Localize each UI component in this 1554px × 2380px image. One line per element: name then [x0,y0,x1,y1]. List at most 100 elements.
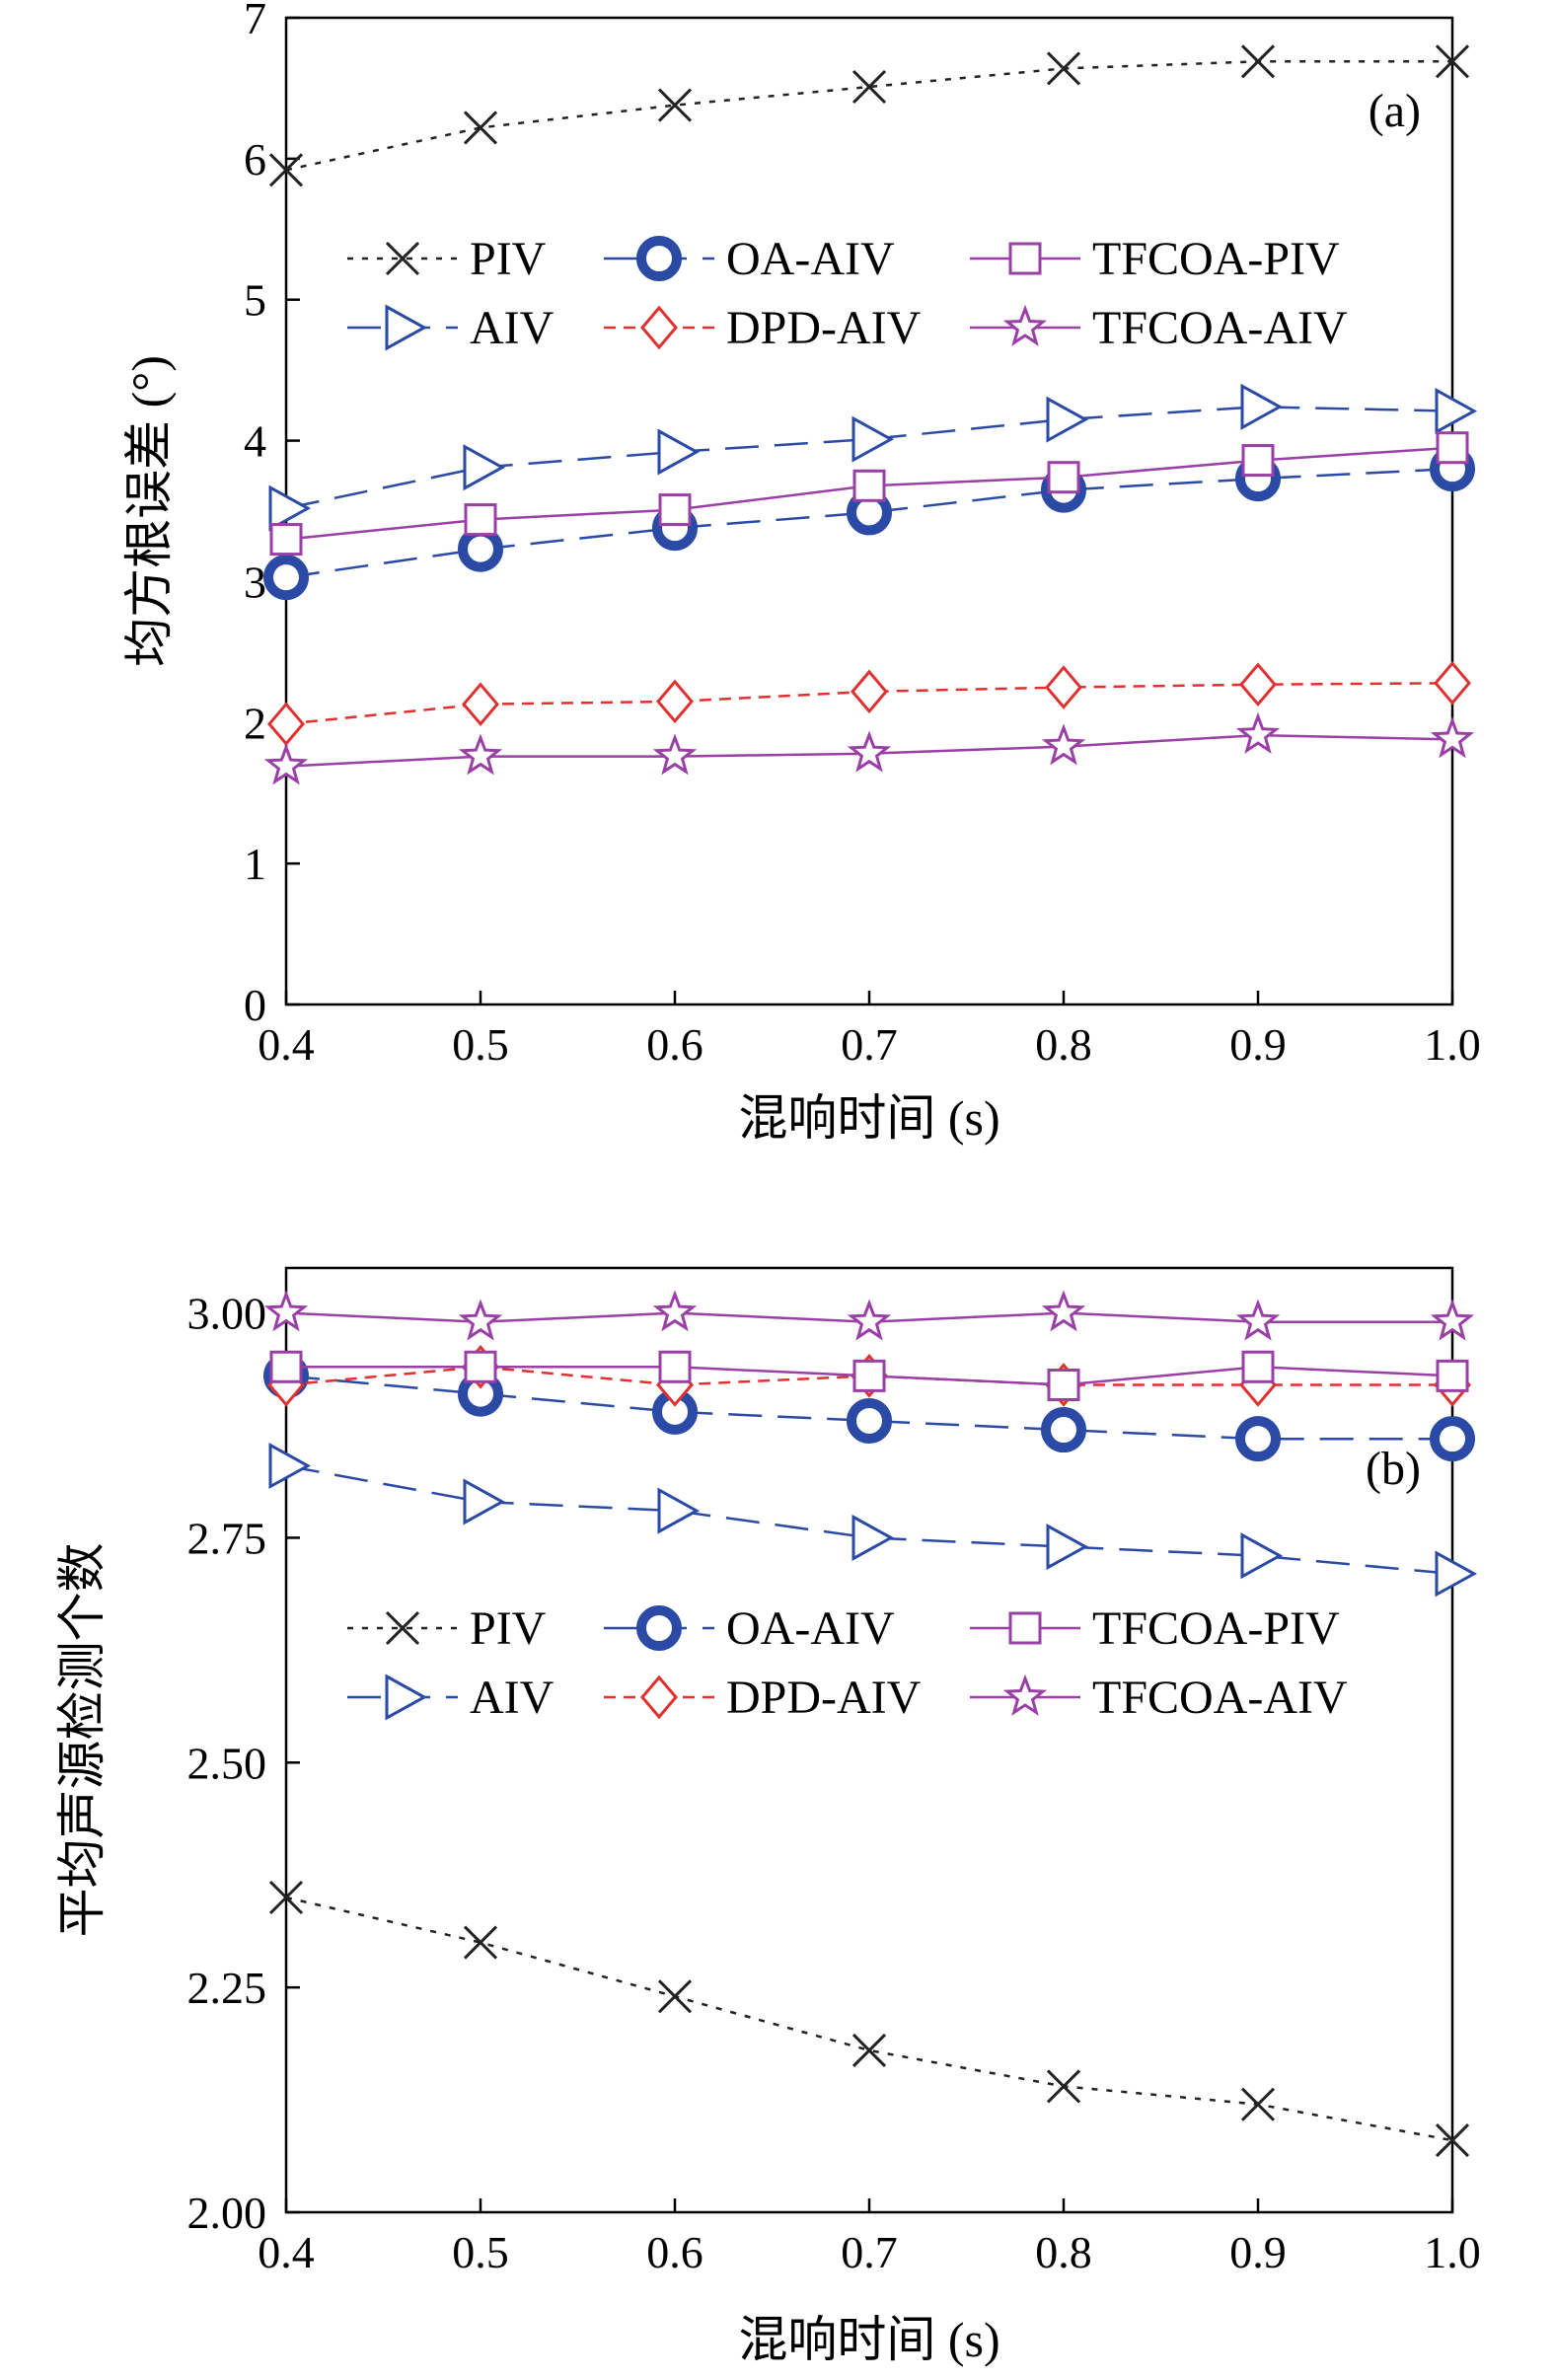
legend-item: OA-AIV [604,1602,895,1655]
data-point [851,415,895,463]
data-point [1240,44,1276,79]
data-point [1239,662,1277,707]
data-point [1436,431,1469,465]
data-point [1430,1299,1475,1341]
x-tick-label: 0.5 [452,2227,509,2277]
y-tick-label: 1 [244,839,266,889]
legend-marker [640,305,678,350]
data-point [1436,1359,1469,1392]
data-point [1235,711,1281,754]
data-point [657,1979,693,2014]
data-point [1241,1350,1275,1383]
data-point [1041,1290,1086,1332]
data-point [463,111,498,145]
legend-item: AIV [347,302,555,354]
data-point [463,444,506,491]
legend-item: DPD-AIV [604,1672,922,1724]
y-axis-title: 平均声源检测个数 [54,1543,110,1938]
legend-item: PIV [347,1602,547,1655]
x-axis-title: 混响时间 (s) [738,2312,999,2367]
series-dpd-aiv [267,660,1471,747]
legend-item: OA-AIV [604,233,895,285]
x-tick-label: 0.9 [1229,2227,1287,2277]
data-point [1041,723,1086,766]
legend-item: TFCOA-PIV [970,1602,1340,1655]
data-point [263,1290,309,1332]
data-point [1041,1407,1086,1453]
data-point [464,503,497,537]
legend-marker [385,1610,420,1646]
y-tick-label: 7 [244,0,266,43]
data-point [851,69,887,105]
y-tick-label: 0 [244,980,266,1030]
data-point [268,1880,304,1915]
data-point [657,428,701,476]
data-point [1435,388,1478,435]
legend-marker [1002,1673,1048,1716]
legend-marker [636,1605,682,1651]
series-line [285,1896,1453,2142]
data-point [464,1350,497,1383]
x-tick-label: 0.6 [646,1019,703,1070]
legend-marker [385,241,420,276]
legend-label: DPD-AIV [726,302,922,354]
y-tick-label: 3.00 [187,1289,267,1339]
data-point [852,469,886,502]
x-tick-label: 0.8 [1035,2227,1092,2277]
data-point [1240,1532,1284,1580]
series-tfcoa-piv [269,1350,1469,1401]
panel-label: (a) [1369,85,1421,137]
data-point [1241,444,1275,478]
data-point [657,88,693,122]
legend-label: OA-AIV [726,1602,895,1655]
legend: PIV AIV OA-AIV DPD-AIV TFCOA-PIV TFCOA-AIV [347,233,1348,354]
series-tfcoa-piv [269,431,1469,557]
data-point [268,484,312,532]
x-tick-label: 0.8 [1035,1019,1092,1070]
data-point [1045,665,1082,709]
data-point [1235,1416,1281,1462]
x-tick-label: 0.4 [258,1019,315,1070]
panel-a: 0.4 0.5 0.6 0.7 0.8 0.9 1.0 0 1 2 3 4 5 6 7 混响时间 (s) 均方根… [121,0,1481,1146]
data-point [852,1359,886,1392]
data-point [1435,44,1470,79]
series-piv [268,44,1470,187]
data-point [463,1478,506,1525]
data-point [656,679,694,724]
legend-item: TFCOA-AIV [970,1672,1348,1724]
legend-label: PIV [470,1602,547,1655]
legend-marker [385,304,428,351]
legend-label: AIV [470,302,555,354]
data-point [269,523,303,557]
legend-marker [640,1674,678,1720]
data-point [657,1487,701,1534]
legend-label: DPD-AIV [726,1672,922,1724]
data-point [1046,51,1081,86]
legend-item: DPD-AIV [604,302,922,354]
legend-marker [1008,242,1042,275]
data-point [1235,1299,1281,1341]
legend-label: PIV [470,233,547,285]
legend-label: TFCOA-PIV [1092,233,1340,285]
x-tick-label: 0.9 [1229,1019,1287,1070]
data-point [263,743,309,785]
data-point [847,730,892,773]
legend-item: AIV [347,1672,555,1724]
data-point [851,669,888,714]
legend-label: TFCOA-AIV [1092,302,1348,354]
legend-label: TFCOA-PIV [1092,1602,1340,1655]
series-piv [268,1880,1470,2158]
x-axis-title: 混响时间 (s) [738,1090,999,1146]
data-point [462,682,499,727]
data-point [458,733,503,776]
legend-marker [636,236,682,281]
data-point [1046,2069,1081,2104]
series-tfcoa-aiv [263,711,1475,785]
legend-marker [1008,1611,1042,1645]
data-point [1434,660,1471,706]
y-axis-title: 均方根误差 (°) [121,355,177,667]
series-aiv [268,1442,1478,1598]
data-point [1435,1550,1478,1598]
x-tick-label: 0.7 [841,2227,898,2277]
